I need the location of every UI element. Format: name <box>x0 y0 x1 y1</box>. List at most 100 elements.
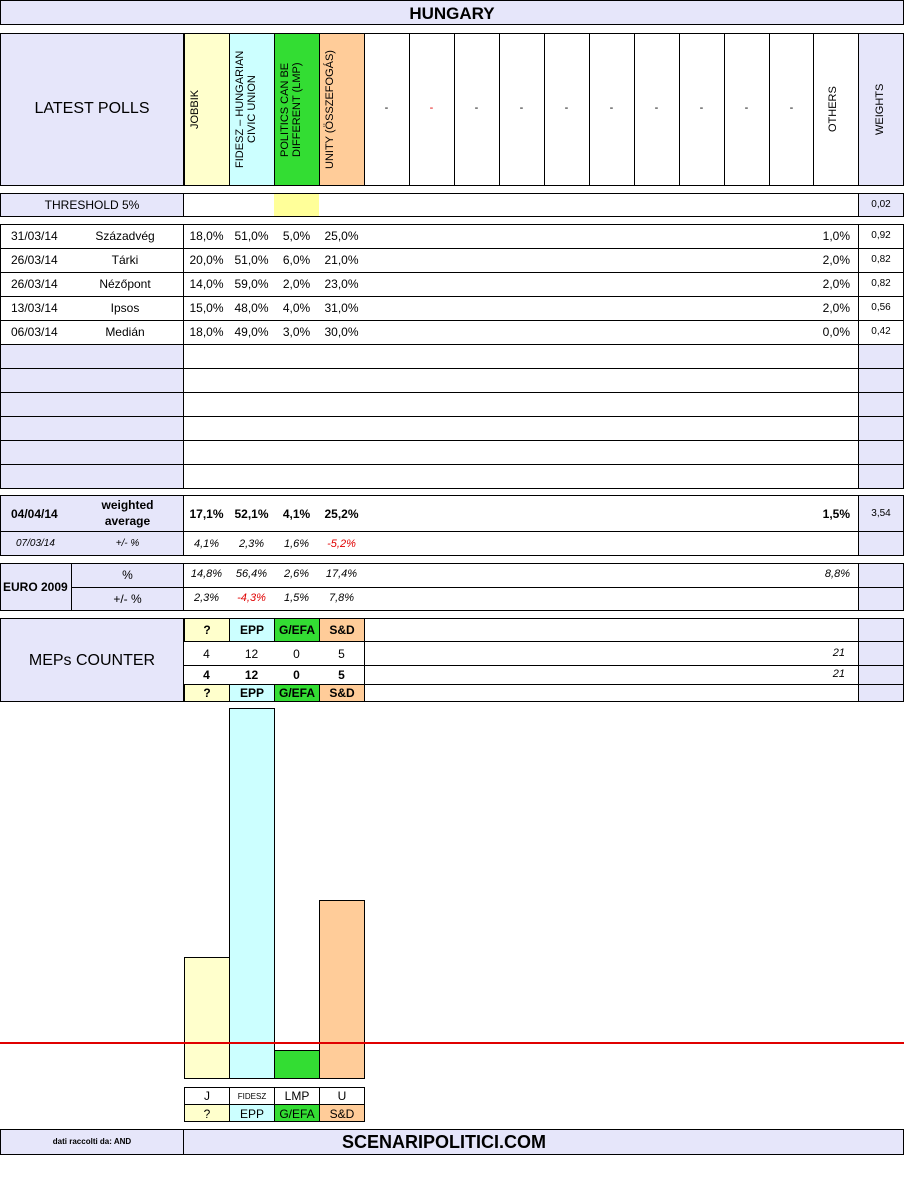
dash-header-label: - <box>474 102 479 114</box>
threshold-marker <box>274 194 319 216</box>
meps-row2-total: 21 <box>832 668 845 680</box>
weighted-weight: 3,54 <box>871 508 891 519</box>
dash-header-label: - <box>429 102 434 114</box>
poll-institute: Századvég <box>95 229 155 243</box>
poll-value: 59,0% <box>234 277 269 291</box>
poll-value: 51,0% <box>234 253 269 267</box>
meps-group-bottom-cell: S&D <box>319 685 364 701</box>
euro2009-others: 8,8% <box>824 568 850 580</box>
party-header-label: POLITICS CAN BE DIFFERENT (LMP) <box>279 62 303 157</box>
meps-group-cell: G/EFA <box>274 619 319 641</box>
row-divider <box>0 368 904 369</box>
dash-header-label: - <box>564 102 569 114</box>
header-block <box>0 33 904 186</box>
poll-others: 1,0% <box>822 229 850 243</box>
weights-label: WEIGHTS <box>874 83 886 135</box>
polls-table <box>0 224 904 489</box>
poll-others: 2,0% <box>822 253 850 267</box>
threshold-row <box>0 193 904 217</box>
footer <box>0 1129 904 1155</box>
latest-polls-label: LATEST POLLS <box>34 100 150 117</box>
meps-group-cell: S&D <box>319 619 364 641</box>
weighted-value: 25,2% <box>324 507 359 521</box>
group-tick-label: G/EFA <box>279 1107 315 1121</box>
weighted-date: 04/04/14 <box>11 507 58 521</box>
dash-header-label: - <box>789 102 794 114</box>
party-header-label: UNITY (ÖSSZEFOGÁS) <box>324 50 336 169</box>
meps-group-bottom-cell: ? <box>184 685 229 701</box>
meps-row2-value: 4 <box>203 668 210 682</box>
euro2009-pct-label: % <box>122 568 133 582</box>
poll-weight: 0,42 <box>871 326 891 337</box>
poll-date: 31/03/14 <box>11 229 58 243</box>
poll-value: 31,0% <box>324 301 359 315</box>
poll-value: 20,0% <box>189 253 224 267</box>
x-tick-cell: U <box>319 1087 365 1105</box>
poll-value: 48,0% <box>234 301 269 315</box>
meps-group-bottom-label: G/EFA <box>278 686 315 700</box>
poll-date: 13/03/14 <box>11 301 58 315</box>
euro2009-diff-label: +/- % <box>113 592 142 606</box>
party-header-0: JOBBIK <box>184 34 229 185</box>
weighted-value: 4,1% <box>282 507 311 521</box>
latest-polls-cell: LATEST POLLS <box>1 34 183 185</box>
dash-header-label: - <box>384 102 389 114</box>
bar-u <box>319 900 365 1079</box>
poll-weight: 0,56 <box>871 302 891 313</box>
poll-value: 51,0% <box>234 229 269 243</box>
poll-value: 2,0% <box>282 277 311 291</box>
party-header-label: JOBBIK <box>189 89 201 130</box>
row-divider <box>0 416 904 417</box>
poll-institute: Ipsos <box>110 301 140 315</box>
euro2009-value: 17,4% <box>325 568 358 580</box>
x-tick-label: J <box>204 1089 210 1103</box>
poll-institute: Tárki <box>111 253 139 267</box>
dash-header-label: - <box>744 102 749 114</box>
poll-value: 18,0% <box>189 229 224 243</box>
weighted-diff: 2,3% <box>238 538 265 550</box>
footer-source: dati raccolti da: AND <box>52 1137 132 1146</box>
poll-others: 0,0% <box>822 325 850 339</box>
poll-date: 06/03/14 <box>11 325 58 339</box>
group-tick-label: ? <box>203 1107 211 1121</box>
euro2009-value: 2,6% <box>283 568 310 580</box>
weighted-label-1: weighted <box>101 498 154 512</box>
group-tick-cell: S&D <box>319 1104 365 1122</box>
meps-row1-value: 4 <box>203 647 210 661</box>
dash-header-label: - <box>519 102 524 114</box>
x-tick-cell: J <box>184 1087 230 1105</box>
page-title: HUNGARY <box>409 4 495 23</box>
meps-group-cell: EPP <box>229 619 274 641</box>
meps-group-label: S&D <box>329 623 355 637</box>
x-tick-label: LMP <box>284 1089 310 1103</box>
weighted-value: 52,1% <box>234 507 269 521</box>
threshold-label: THRESHOLD 5% <box>44 198 140 212</box>
meps-row1-value: 0 <box>293 647 300 661</box>
meps-label: MEPs COUNTER <box>28 652 156 669</box>
party-header-label: FIDESZ – HUNGARIAN CIVIC UNION <box>234 50 258 169</box>
weighted-diff: 1,6% <box>283 538 310 550</box>
footer-site-link[interactable]: SCENARIPOLITICI.COM <box>341 1132 546 1152</box>
meps-row1-value: 12 <box>244 647 259 661</box>
euro2009-diff: -4,3% <box>237 592 266 604</box>
meps-group-bottom-label: ? <box>203 686 211 700</box>
header-divider <box>634 33 635 186</box>
group-tick-cell: EPP <box>229 1104 275 1122</box>
poll-value: 3,0% <box>282 325 311 339</box>
poll-weight: 0,82 <box>871 254 891 265</box>
header-divider <box>544 33 545 186</box>
party-header-2: POLITICS CAN BE DIFFERENT (LMP) <box>274 34 319 185</box>
bar-j <box>184 957 230 1079</box>
euro2009-diff: 7,8% <box>328 592 355 604</box>
header-divider <box>409 33 410 186</box>
meps-row2-value: 12 <box>244 668 259 682</box>
bar-lmp <box>274 1050 320 1079</box>
poll-institute: Medián <box>105 325 145 339</box>
poll-value: 49,0% <box>234 325 269 339</box>
poll-institute: Nézőpont <box>99 277 151 291</box>
header-divider <box>679 33 680 186</box>
euro2009-value: 14,8% <box>190 568 223 580</box>
poll-weight: 0,82 <box>871 278 891 289</box>
weighted-block <box>0 495 904 556</box>
row-divider <box>0 272 904 273</box>
